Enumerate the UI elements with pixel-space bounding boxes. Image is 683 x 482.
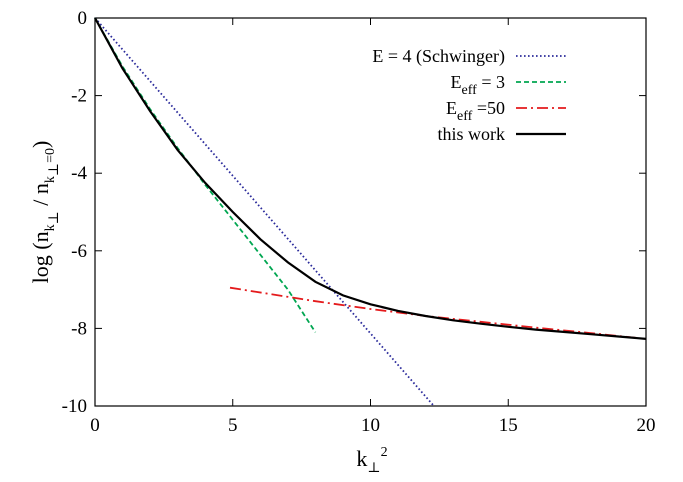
ylabel-sub2: k <box>43 176 58 183</box>
ylabel-subsub1: ⊥ <box>47 211 62 224</box>
xlabel-sub: ⊥ <box>367 461 380 476</box>
x-tick-label: 10 <box>361 415 380 436</box>
xlabel-sup: 2 <box>381 445 388 460</box>
ylabel-prefix: log (n <box>28 231 53 283</box>
series-line-2 <box>94 17 317 333</box>
y-tick-label: -2 <box>71 86 87 107</box>
ylabel-mid: / n <box>28 183 53 211</box>
x-tick-label: 20 <box>637 415 656 436</box>
y-tick-label: -10 <box>62 396 87 417</box>
xlabel-main: k <box>356 446 367 471</box>
series-line-4 <box>94 17 647 340</box>
ylabel-sub2-tail: =0 <box>43 148 58 163</box>
tick-labels: 0 5 10 15 20 0 -2 -4 -6 -8 -10 <box>62 8 656 436</box>
y-tick-label: -8 <box>71 318 87 339</box>
x-tick-label: 5 <box>228 415 238 436</box>
ylabel-suffix: ) <box>28 141 53 148</box>
x-tick-label: 15 <box>499 415 518 436</box>
series-line-1 <box>94 17 435 407</box>
legend-label-2: Eeff = 3 <box>451 72 505 98</box>
y-axis-title: log (nk⊥ / nk⊥=0) <box>28 141 62 284</box>
series-layer <box>94 17 647 407</box>
legend-label-4: this work <box>438 124 506 144</box>
y-tick-label: 0 <box>78 8 88 29</box>
x-tick-label: 0 <box>90 415 100 436</box>
x-axis-title: k⊥2 <box>356 445 387 476</box>
ylabel-sub1: k <box>43 224 58 231</box>
plot-frame <box>94 17 647 407</box>
ylabel-subsub2: ⊥ <box>47 163 62 176</box>
legend-label-3: Eeff =50 <box>446 98 505 124</box>
axis-ticks <box>94 17 647 407</box>
legend-label-1: E = 4 (Schwinger) <box>372 46 505 67</box>
series-line-3 <box>229 286 647 340</box>
y-tick-label: -6 <box>71 241 87 262</box>
y-tick-label: -4 <box>71 163 87 184</box>
